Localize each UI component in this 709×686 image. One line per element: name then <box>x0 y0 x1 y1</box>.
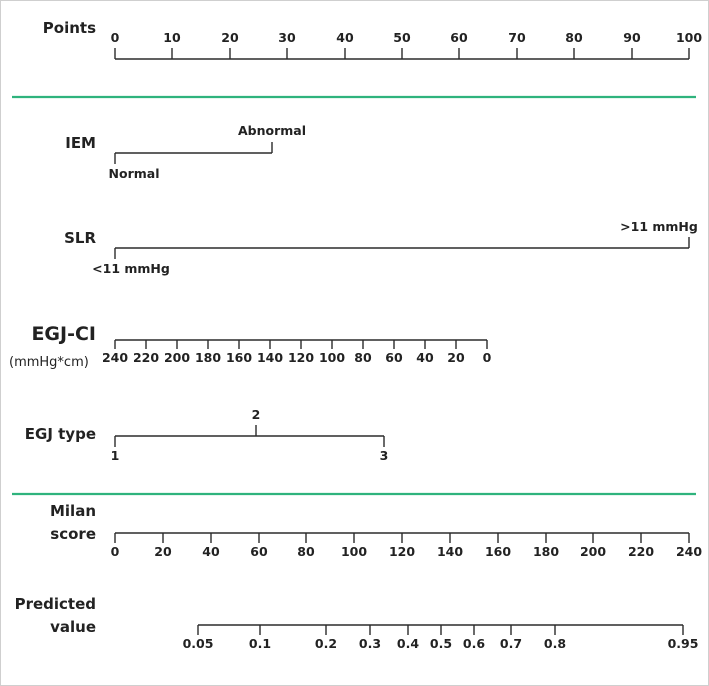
milan-score-tick-label: 160 <box>484 544 512 559</box>
egj-ci-axis-title: EGJ-CI <box>31 322 96 345</box>
predicted-value-tick-label: 0.2 <box>314 636 338 651</box>
egj-ci-tick-label: 140 <box>256 350 284 365</box>
egj-ci-tick-label: 80 <box>354 350 372 365</box>
egj-ci-tick-label: 120 <box>287 350 315 365</box>
predicted-value-tick-label: 0.1 <box>248 636 272 651</box>
predicted-value-tick-label: 0.05 <box>182 636 214 651</box>
points-tick-label: 90 <box>623 30 641 45</box>
egj-ci-tick-label: 180 <box>194 350 222 365</box>
milan-score-tick-label: 220 <box>627 544 655 559</box>
milan-score-tick-label: 0 <box>110 544 120 559</box>
points-tick-label: 100 <box>675 30 703 45</box>
milan-score-tick-label: 140 <box>436 544 464 559</box>
milan-score-tick-label: 60 <box>250 544 268 559</box>
egj-ci-tick-label: 200 <box>163 350 191 365</box>
points-tick-label: 30 <box>278 30 296 45</box>
predicted-value-tick-label: 0.8 <box>543 636 567 651</box>
points-tick-label: 10 <box>163 30 181 45</box>
predicted-value-tick-label: 0.6 <box>462 636 486 651</box>
egj-ci-tick-label: 20 <box>447 350 465 365</box>
egj-ci-tick-label: 220 <box>132 350 160 365</box>
predicted-value-axis-title: Predicted <box>14 595 96 613</box>
predicted-value-axis-title: value <box>50 618 96 636</box>
milan-score-tick-label: 200 <box>579 544 607 559</box>
predicted-value-tick-label: 0.3 <box>358 636 382 651</box>
milan-score-tick-label: 120 <box>388 544 416 559</box>
predicted-value-tick-label: 0.95 <box>667 636 699 651</box>
points-tick-label: 60 <box>450 30 468 45</box>
points-tick-label: 40 <box>336 30 354 45</box>
points-tick-label: 0 <box>110 30 120 45</box>
egj-ci-unit-label: (mmHg*cm) <box>9 355 89 370</box>
egj-ci-tick-label: 40 <box>416 350 434 365</box>
milan-score-tick-label: 180 <box>532 544 560 559</box>
points-tick-label: 70 <box>508 30 526 45</box>
points-tick-label: 80 <box>565 30 583 45</box>
slr-tick-label: <11 mmHg <box>92 261 170 276</box>
milan-score-tick-label: 100 <box>340 544 368 559</box>
milan-score-tick-label: 20 <box>154 544 172 559</box>
iem-tick-label: Abnormal <box>237 123 307 138</box>
milan-score-tick-label: 240 <box>675 544 703 559</box>
points-axis-title: Points <box>42 18 96 37</box>
milan-score-tick-label: 40 <box>202 544 220 559</box>
egj-type-tick-label: 1 <box>110 448 120 463</box>
iem-axis-title: IEM <box>65 133 96 152</box>
iem-tick-label: Normal <box>108 166 160 181</box>
egj-ci-tick-label: 60 <box>385 350 403 365</box>
egj-type-tick-label: 3 <box>379 448 389 463</box>
slr-tick-label: >11 mmHg <box>620 219 698 234</box>
predicted-value-tick-label: 0.4 <box>396 636 420 651</box>
predicted-value-tick-label: 0.5 <box>429 636 453 651</box>
milan-score-axis-title: Milan <box>49 502 96 520</box>
points-tick-label: 50 <box>393 30 411 45</box>
milan-score-tick-label: 80 <box>297 544 315 559</box>
egj-ci-tick-label: 0 <box>482 350 492 365</box>
egj-ci-tick-label: 160 <box>225 350 253 365</box>
milan-score-axis-title: score <box>50 525 96 543</box>
egj-ci-tick-label: 100 <box>318 350 346 365</box>
predicted-value-tick-label: 0.7 <box>499 636 523 651</box>
slr-axis-title: SLR <box>64 228 96 247</box>
egj-ci-tick-label: 240 <box>101 350 129 365</box>
points-tick-label: 20 <box>221 30 239 45</box>
egj-type-axis-title: EGJ type <box>24 424 96 443</box>
egj-type-tick-label: 2 <box>251 407 261 422</box>
